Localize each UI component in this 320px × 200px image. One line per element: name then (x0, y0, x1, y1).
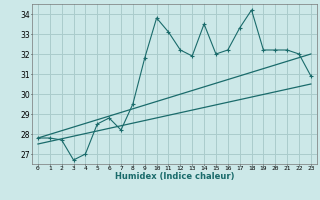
X-axis label: Humidex (Indice chaleur): Humidex (Indice chaleur) (115, 172, 234, 181)
